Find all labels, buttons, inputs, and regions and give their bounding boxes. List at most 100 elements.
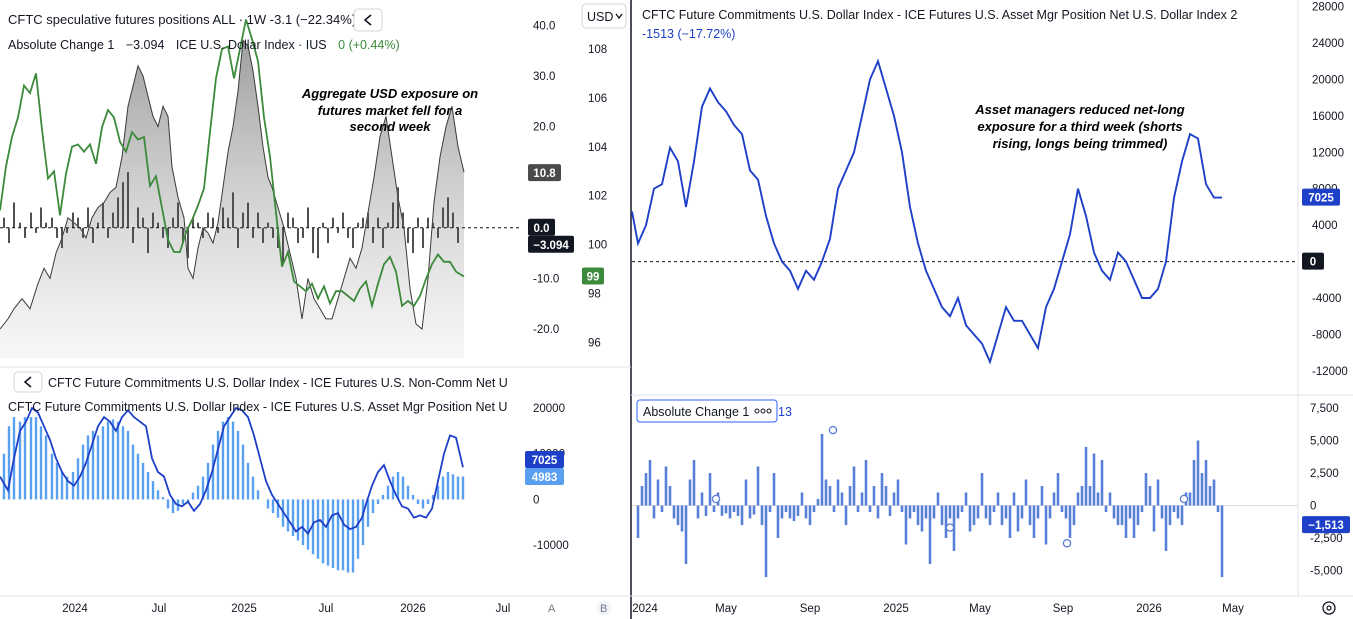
tl-change-bar[interactable] (272, 227, 274, 238)
br-change-bar[interactable] (792, 505, 796, 522)
br-change-bar[interactable] (1040, 486, 1044, 506)
tl-change-bar[interactable] (147, 227, 149, 254)
br-change-bar[interactable] (980, 473, 984, 506)
tl-change-bar[interactable] (82, 227, 84, 238)
br-change-bar[interactable] (1152, 505, 1156, 532)
axis-a-button[interactable]: A (548, 603, 556, 615)
br-change-bar[interactable] (676, 505, 680, 526)
br-change-bar[interactable] (1088, 486, 1092, 506)
bl-position-bar[interactable] (216, 430, 220, 500)
bl-position-bar[interactable] (81, 444, 85, 500)
tl-change-bar[interactable] (162, 227, 164, 238)
bl-position-bar[interactable] (286, 499, 290, 532)
br-change-bar[interactable] (736, 505, 740, 516)
br-change-bar[interactable] (1212, 479, 1216, 506)
br-change-bar[interactable] (1056, 473, 1060, 506)
tl-change-bar[interactable] (77, 217, 79, 228)
tl-change-bar[interactable] (202, 227, 204, 238)
br-change-bar[interactable] (1140, 505, 1144, 513)
br-change-bar[interactable] (892, 492, 896, 506)
br-change-bar[interactable] (804, 505, 808, 519)
tl-change-bar[interactable] (292, 217, 294, 228)
tl-change-bar[interactable] (172, 217, 174, 228)
bl-position-bar[interactable] (7, 426, 11, 500)
br-change-bar[interactable] (656, 479, 660, 506)
br-change-bar[interactable] (680, 505, 684, 532)
br-change-bar[interactable] (1120, 505, 1124, 526)
br-change-bar[interactable] (796, 505, 800, 516)
br-change-bar[interactable] (872, 486, 876, 506)
bl-position-bar[interactable] (301, 499, 305, 546)
tl-change-bar[interactable] (437, 227, 439, 238)
br-change-bar[interactable] (1072, 505, 1076, 526)
bl-position-bar[interactable] (131, 444, 135, 500)
br-change-bar[interactable] (1012, 492, 1016, 506)
br-change-bar[interactable] (1104, 505, 1108, 513)
bl-position-bar[interactable] (60, 472, 64, 500)
br-change-bar[interactable] (1156, 479, 1160, 506)
tl-change-bar[interactable] (372, 227, 374, 243)
br-change-bar[interactable] (1136, 505, 1140, 526)
bl-position-bar[interactable] (316, 499, 320, 559)
bl-position-bar[interactable] (326, 499, 330, 566)
br-change-bar[interactable] (912, 505, 916, 513)
bl-position-bar[interactable] (361, 499, 365, 546)
tl-change-bar[interactable] (402, 212, 404, 228)
bl-position-bar[interactable] (336, 499, 340, 571)
br-signal-marker[interactable] (711, 494, 721, 504)
tl-change-bar[interactable] (287, 212, 289, 228)
br-change-bar[interactable] (900, 505, 904, 513)
br-change-bar[interactable] (644, 473, 648, 506)
br-change-bar[interactable] (1200, 473, 1204, 506)
br-change-bar[interactable] (756, 466, 760, 506)
br-change-bar[interactable] (720, 505, 724, 516)
tl-change-bar[interactable] (267, 222, 269, 228)
tl-change-bar[interactable] (337, 227, 339, 233)
br-change-bar[interactable] (1148, 486, 1152, 506)
br-change-bar[interactable] (1144, 473, 1148, 506)
bl-position-bar[interactable] (136, 453, 140, 500)
bl-position-bar[interactable] (181, 499, 185, 504)
tl-change-bar[interactable] (282, 227, 284, 264)
br-change-bar[interactable] (1028, 505, 1032, 526)
tl-change-bar[interactable] (397, 187, 399, 228)
more-icon[interactable] (754, 408, 772, 414)
tl-dxy-line[interactable] (0, 19, 465, 310)
bl-position-bar[interactable] (201, 476, 205, 500)
tl-change-bar[interactable] (13, 202, 15, 228)
bl-position-bar[interactable] (101, 426, 105, 500)
br-change-bar[interactable] (828, 486, 832, 506)
tl-change-bar[interactable] (45, 222, 47, 228)
bl-position-bar[interactable] (351, 499, 355, 573)
bl-position-bar[interactable] (39, 426, 43, 500)
br-signal-marker[interactable] (828, 425, 838, 435)
br-change-bar[interactable] (1168, 505, 1172, 526)
tl-change-bar[interactable] (412, 227, 414, 254)
tl-change-bar[interactable] (127, 172, 129, 228)
br-change-bar[interactable] (972, 505, 976, 526)
br-change-bar[interactable] (820, 434, 824, 506)
br-change-bar[interactable] (772, 473, 776, 506)
bl-position-bar[interactable] (91, 430, 95, 500)
bl-position-bar[interactable] (2, 453, 6, 500)
tl-change-bar[interactable] (297, 227, 299, 243)
tl-area-line[interactable] (0, 39, 465, 330)
br-change-bar[interactable] (1128, 505, 1132, 519)
tl-change-bar[interactable] (197, 222, 199, 228)
br-change-bar[interactable] (712, 505, 716, 513)
tl-change-bar[interactable] (302, 227, 304, 238)
br-change-bar[interactable] (860, 492, 864, 506)
br-change-bar[interactable] (672, 505, 676, 519)
bl-position-bar[interactable] (236, 430, 240, 500)
axis-b-button[interactable]: B (597, 601, 611, 615)
bl-position-bar[interactable] (266, 499, 270, 509)
br-change-bar[interactable] (1220, 505, 1224, 578)
br-change-bar[interactable] (864, 460, 868, 506)
tl-change-bar[interactable] (112, 212, 114, 228)
bl-position-bar[interactable] (381, 494, 385, 500)
br-change-bar[interactable] (748, 505, 752, 519)
tl-change-bar[interactable] (72, 212, 74, 228)
bl-position-bar[interactable] (246, 462, 250, 500)
tl-change-bar[interactable] (217, 227, 219, 233)
tl-change-bar[interactable] (132, 227, 134, 243)
